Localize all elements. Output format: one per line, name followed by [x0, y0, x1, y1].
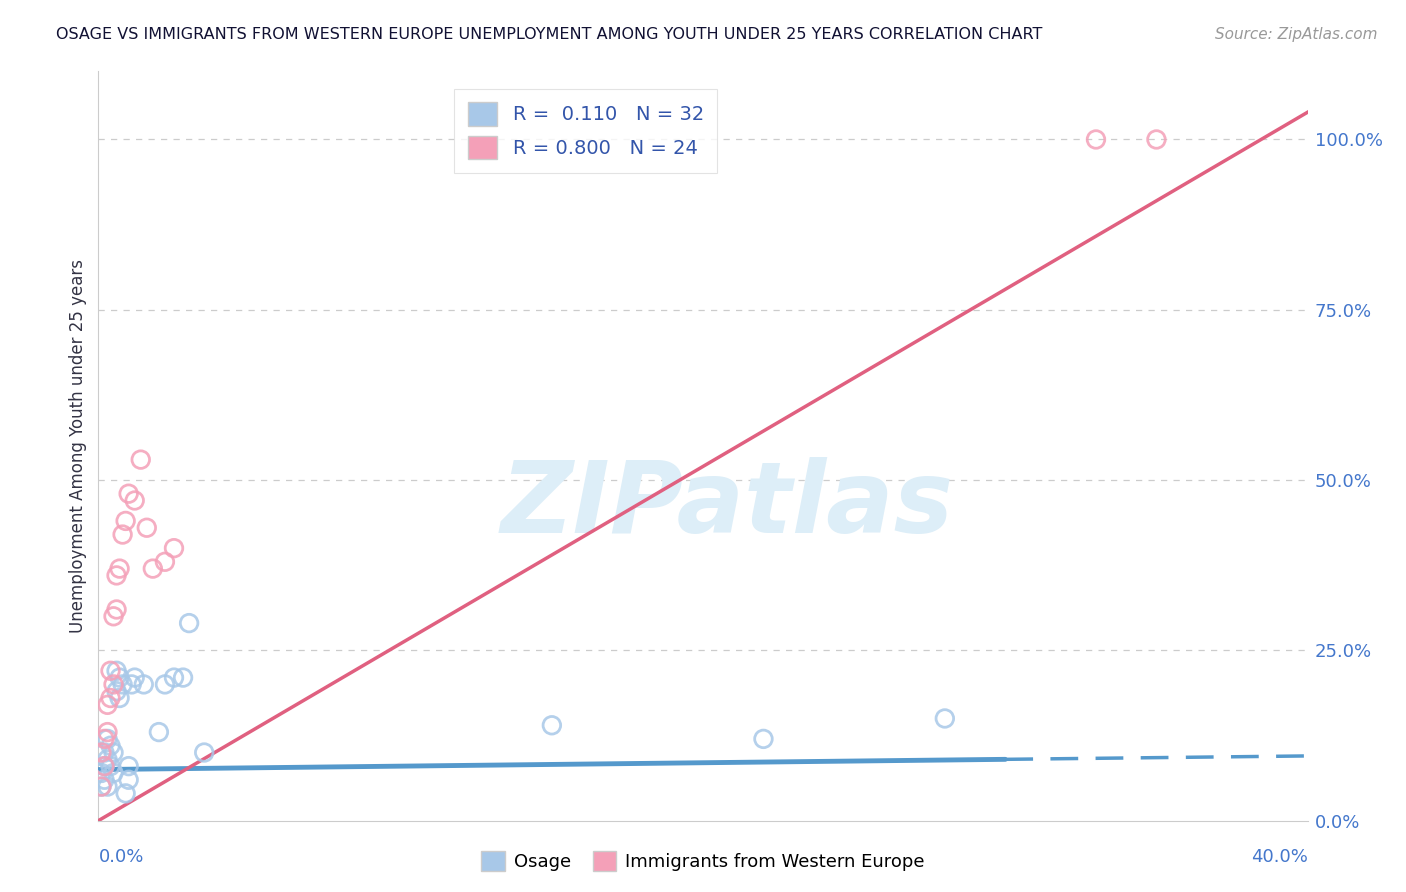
Point [129, 452, 152, 467]
Point [132, 677, 155, 691]
Point [540, 718, 562, 732]
Point [96, 698, 118, 712]
Point [153, 555, 176, 569]
Point [118, 759, 141, 773]
Point [90, 766, 112, 780]
Point [124, 671, 146, 685]
Point [93, 759, 115, 773]
Point [179, 616, 201, 631]
Point [93, 759, 115, 773]
Point [118, 486, 141, 500]
Point [111, 527, 134, 541]
Point [934, 711, 956, 725]
Text: ZIPatlas: ZIPatlas [501, 458, 953, 555]
Point [135, 521, 157, 535]
Point [90, 780, 112, 794]
Point [100, 739, 122, 753]
Point [108, 691, 131, 706]
Legend: Osage, Immigrants from Western Europe: Osage, Immigrants from Western Europe [474, 844, 932, 879]
Point [114, 786, 136, 800]
Point [1144, 132, 1167, 146]
Point [114, 514, 136, 528]
Point [111, 677, 134, 691]
Point [148, 725, 170, 739]
Text: 0.0%: 0.0% [98, 848, 143, 866]
Legend: R =  0.110   N = 32, R = 0.800   N = 24: R = 0.110 N = 32, R = 0.800 N = 24 [454, 88, 717, 173]
Point [121, 677, 143, 691]
Point [100, 691, 122, 706]
Point [103, 677, 125, 691]
Point [108, 561, 131, 575]
Point [103, 609, 125, 624]
Point [90, 780, 112, 794]
Point [100, 664, 122, 678]
Point [105, 568, 128, 582]
Point [93, 772, 115, 787]
Point [193, 746, 215, 760]
Point [108, 671, 131, 685]
Point [93, 731, 115, 746]
Point [96, 780, 118, 794]
Text: Source: ZipAtlas.com: Source: ZipAtlas.com [1215, 27, 1378, 42]
Point [142, 561, 165, 575]
Text: OSAGE VS IMMIGRANTS FROM WESTERN EUROPE UNEMPLOYMENT AMONG YOUTH UNDER 25 YEARS : OSAGE VS IMMIGRANTS FROM WESTERN EUROPE … [56, 27, 1043, 42]
Point [103, 766, 125, 780]
Point [96, 752, 118, 766]
Point [96, 731, 118, 746]
Point [153, 677, 176, 691]
Point [124, 493, 146, 508]
Point [163, 541, 186, 556]
Point [118, 772, 141, 787]
Point [100, 759, 122, 773]
Point [96, 725, 118, 739]
Point [93, 746, 115, 760]
Y-axis label: Unemployment Among Youth under 25 years: Unemployment Among Youth under 25 years [69, 259, 87, 633]
Point [103, 746, 125, 760]
Text: 40.0%: 40.0% [1251, 848, 1308, 866]
Point [105, 602, 128, 616]
Point [90, 746, 112, 760]
Point [163, 671, 186, 685]
Point [1085, 132, 1108, 146]
Point [105, 684, 128, 698]
Point [752, 731, 775, 746]
Point [105, 664, 128, 678]
Point [172, 671, 194, 685]
